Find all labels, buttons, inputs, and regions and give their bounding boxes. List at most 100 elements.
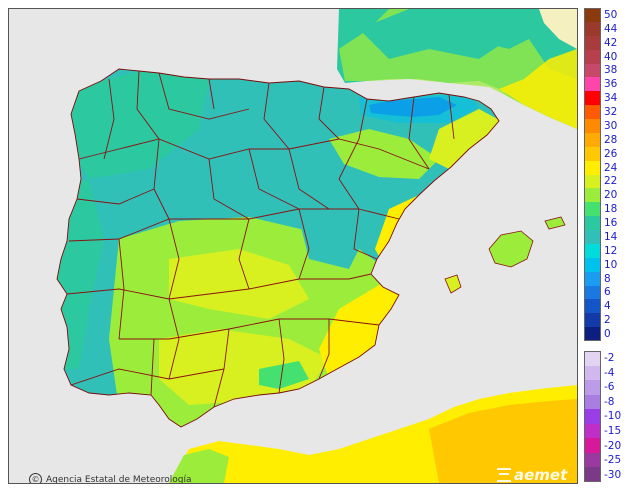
- legend-label: -4: [604, 366, 615, 379]
- legend-entry: 16: [584, 216, 624, 230]
- legend-swatch: [584, 243, 601, 258]
- legend-entry: 42: [584, 35, 624, 50]
- legend-label: 10: [604, 258, 618, 271]
- legend-entry: 6: [584, 285, 624, 300]
- legend-entry: -30: [584, 467, 624, 482]
- legend-swatch: [584, 299, 601, 314]
- legend-entry: -20: [584, 438, 624, 453]
- aemet-logo-text: aemet: [514, 466, 568, 484]
- legend-swatch: [584, 105, 601, 119]
- legend-label: -6: [604, 381, 615, 394]
- legend-label: -30: [604, 468, 622, 481]
- legend-swatch: [584, 230, 601, 244]
- field-sierra-nevada: [259, 361, 309, 389]
- legend-label: 40: [604, 50, 618, 63]
- legend-label: 28: [604, 133, 618, 146]
- legend-entry: -6: [584, 380, 624, 395]
- legend-label: 32: [604, 106, 618, 119]
- legend-label: 18: [604, 203, 618, 216]
- legend-swatch: [584, 409, 601, 424]
- field-iberian-mountains: [299, 199, 369, 269]
- temperature-legend: 50 44 42 40 38 36 34 32 30 28 26 24 22 20 18 16 14 12 10 8 6…: [584, 8, 624, 482]
- legend-label: 38: [604, 64, 618, 77]
- legend-swatch: [584, 21, 601, 36]
- legend-label: -10: [604, 410, 622, 423]
- legend-entry: 30: [584, 119, 624, 133]
- legend-swatch: [584, 35, 601, 50]
- legend-swatch: [584, 452, 601, 468]
- legend-entry: 20: [584, 188, 624, 203]
- legend-entry: -2: [584, 351, 624, 366]
- legend-label: 14: [604, 230, 618, 243]
- legend-label: 22: [604, 175, 618, 188]
- legend-swatch: [584, 49, 601, 64]
- legend-swatch: [584, 467, 601, 482]
- aemet-logo-mark-icon: [497, 468, 511, 482]
- legend-entry: 36: [584, 77, 624, 92]
- alps-corner: [539, 9, 577, 49]
- france-interior-mild: [359, 9, 509, 59]
- legend-swatch: [584, 146, 601, 161]
- legend-swatch: [584, 351, 601, 366]
- field-pyrenees-fringe: [359, 95, 479, 123]
- legend-swatch: [584, 327, 601, 341]
- legend-entry: 50: [584, 8, 624, 22]
- legend-swatch: [584, 119, 601, 133]
- legend-entry: 18: [584, 202, 624, 217]
- field-southeast-coast: [319, 279, 409, 379]
- legend-label: 26: [604, 147, 618, 160]
- africa-west-mild: [169, 449, 229, 483]
- aemet-logo: aemet: [497, 466, 577, 484]
- legend-entry: 44: [584, 21, 624, 36]
- legend-swatch: [584, 257, 601, 272]
- legend-swatch: [584, 438, 601, 453]
- legend-swatch: [584, 77, 601, 92]
- legend-swatch: [584, 63, 601, 78]
- legend-entry: 12: [584, 243, 624, 258]
- legend-swatch: [584, 174, 601, 189]
- legend-label: 0: [604, 328, 611, 341]
- field-northwest-cool: [64, 69, 209, 179]
- field-catalonia-coast: [429, 109, 499, 169]
- legend-entry: 8: [584, 271, 624, 286]
- legend-label: 44: [604, 22, 618, 35]
- legend-swatch: [584, 285, 601, 300]
- legend-label: 4: [604, 300, 611, 313]
- field-la-mancha: [169, 249, 309, 319]
- legend-entry: -15: [584, 423, 624, 439]
- legend-entry: 2: [584, 313, 624, 328]
- legend-swatch: [584, 202, 601, 217]
- map-canvas: [56, 9, 577, 483]
- legend-label: -2: [604, 352, 615, 365]
- legend-swatch: [584, 132, 601, 147]
- legend-entry: 38: [584, 63, 624, 78]
- ibiza-island: [445, 275, 461, 293]
- legend-label: 34: [604, 92, 618, 105]
- legend-label: -20: [604, 439, 622, 452]
- legend-label: 42: [604, 36, 618, 49]
- legend-label: 16: [604, 217, 618, 230]
- legend-label: 24: [604, 161, 618, 174]
- province-borders: [56, 68, 500, 428]
- legend-swatch: [584, 160, 601, 175]
- legend-label: -15: [604, 425, 622, 438]
- legend-swatch: [584, 216, 601, 230]
- legend-entry: 40: [584, 49, 624, 64]
- legend-entry: -10: [584, 409, 624, 424]
- legend-entry: 22: [584, 174, 624, 189]
- legend-entry: 26: [584, 146, 624, 161]
- island-borders: [444, 216, 566, 294]
- legend-label: 36: [604, 78, 618, 91]
- legend-label: 12: [604, 244, 618, 257]
- field-ebro-valley: [329, 129, 439, 179]
- legend-entry: 4: [584, 299, 624, 314]
- legend-swatch: [584, 91, 601, 106]
- legend-label: 50: [604, 8, 618, 21]
- legend-entry: 34: [584, 91, 624, 106]
- africa-hot-band: [429, 399, 577, 483]
- legend-swatch: [584, 271, 601, 286]
- legend-entry: 0: [584, 327, 624, 341]
- legend-entry: -4: [584, 365, 624, 381]
- legend-entry: -8: [584, 394, 624, 410]
- legend-entry: 10: [584, 257, 624, 272]
